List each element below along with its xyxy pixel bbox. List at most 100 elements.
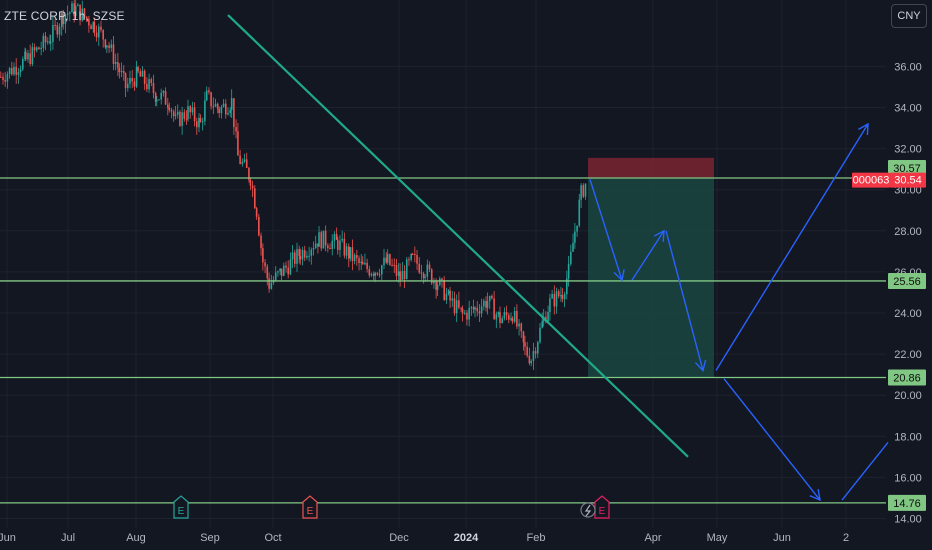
candle-body: [491, 295, 493, 299]
candle-body: [88, 18, 90, 26]
price-tick-label: 30.00: [894, 185, 922, 197]
candle-body: [176, 111, 179, 115]
dividend-icon: [580, 502, 596, 518]
time-tick-label: Sep: [200, 532, 220, 544]
arrow-head: [858, 122, 869, 135]
candle-body: [582, 185, 585, 197]
candle-body: [58, 26, 61, 35]
candle-body: [389, 254, 391, 265]
candle-body: [298, 249, 300, 257]
candle-body: [534, 351, 537, 354]
candle-body: [391, 264, 393, 266]
candle-body: [405, 259, 408, 280]
candle-body: [505, 312, 508, 316]
candle-body: [22, 59, 24, 70]
trend-line[interactable]: [227, 14, 689, 458]
candle-body: [322, 230, 325, 249]
candle-body: [92, 22, 95, 30]
candle-body: [174, 114, 177, 116]
symbol-tag: [852, 172, 890, 188]
candle-body: [74, 5, 77, 16]
candle-body: [139, 71, 142, 77]
candle-body: [376, 272, 379, 275]
candle-body: [54, 24, 56, 26]
candle-body: [241, 161, 244, 164]
candle-body: [296, 249, 298, 264]
level-price-label: 20.86: [893, 373, 921, 385]
candle-body: [563, 294, 566, 300]
candle-body: [324, 230, 327, 246]
take-profit-zone: [588, 177, 714, 378]
projection-arrow: [723, 378, 821, 501]
candle-body: [167, 104, 169, 108]
candle-body: [511, 318, 514, 322]
candle-body: [8, 67, 11, 74]
candle-body: [117, 62, 119, 68]
time-tick-label: 2024: [454, 532, 479, 544]
candle-body: [2, 76, 4, 80]
candle-body: [551, 293, 553, 299]
candle-body: [526, 346, 528, 356]
price-tick-label: 18.00: [894, 431, 922, 443]
projection-arrow: [631, 230, 665, 281]
candle-body: [522, 331, 525, 343]
time-tick-label: Aug: [126, 532, 146, 544]
candle-body: [283, 265, 285, 276]
candle-body: [351, 247, 354, 262]
candle-body: [463, 312, 466, 314]
candle-body: [193, 107, 196, 122]
candle-body: [258, 216, 260, 236]
candle-body: [279, 268, 281, 272]
candle-body: [530, 360, 532, 364]
candle-body: [553, 293, 556, 307]
candle-body: [291, 252, 294, 260]
candle-body: [470, 307, 473, 309]
time-tick-label: Jul: [61, 532, 75, 544]
horizontal-levels[interactable]: [0, 177, 886, 504]
candle-body: [368, 269, 371, 276]
candle-body: [220, 106, 223, 114]
event-marker: [594, 495, 610, 519]
candle-body: [574, 231, 576, 243]
candle-body: [320, 232, 323, 249]
candle-body: [561, 295, 564, 300]
time-tick-label: Oct: [264, 532, 281, 544]
candle-body: [233, 98, 235, 128]
last-price-tag: [890, 172, 926, 188]
currency-button[interactable]: CNY: [891, 4, 927, 28]
time-tick-label: Feb: [527, 532, 546, 544]
candle-body: [243, 159, 246, 162]
candle-body: [449, 290, 451, 301]
candle-body: [310, 249, 313, 256]
candle-body: [378, 274, 381, 276]
candle-body: [230, 98, 233, 110]
time-axis[interactable]: Jun Jul Aug Sep Oct Dec 2024 Feb Apr May Jun 2: [0, 532, 849, 544]
candle-body: [62, 13, 64, 25]
candle-body: [158, 99, 160, 101]
candle-body: [353, 254, 356, 262]
candle-body: [445, 293, 448, 300]
candle-body: [518, 323, 520, 327]
candle-body: [410, 254, 412, 260]
candle-body: [495, 314, 498, 320]
candle-body: [137, 67, 139, 72]
candle-body: [218, 108, 220, 114]
candle-body: [508, 315, 510, 320]
candle-body: [397, 271, 400, 276]
candle-body: [24, 51, 27, 60]
projection-arrows[interactable]: [589, 122, 889, 502]
candle-body: [245, 159, 248, 168]
candle-body: [399, 271, 401, 280]
level-price-tag: [888, 369, 926, 386]
candle-body: [260, 235, 262, 249]
candle-body: [268, 278, 270, 289]
time-tick-label: Jun: [773, 532, 791, 544]
candle-body: [255, 208, 258, 217]
candle-body: [210, 92, 212, 107]
candle-body: [248, 167, 250, 180]
price-tick-label: 34.00: [894, 103, 922, 115]
candle-body: [127, 83, 129, 89]
price-axis[interactable]: 14.0016.0018.0020.0022.0024.0026.0028.00…: [894, 61, 922, 525]
